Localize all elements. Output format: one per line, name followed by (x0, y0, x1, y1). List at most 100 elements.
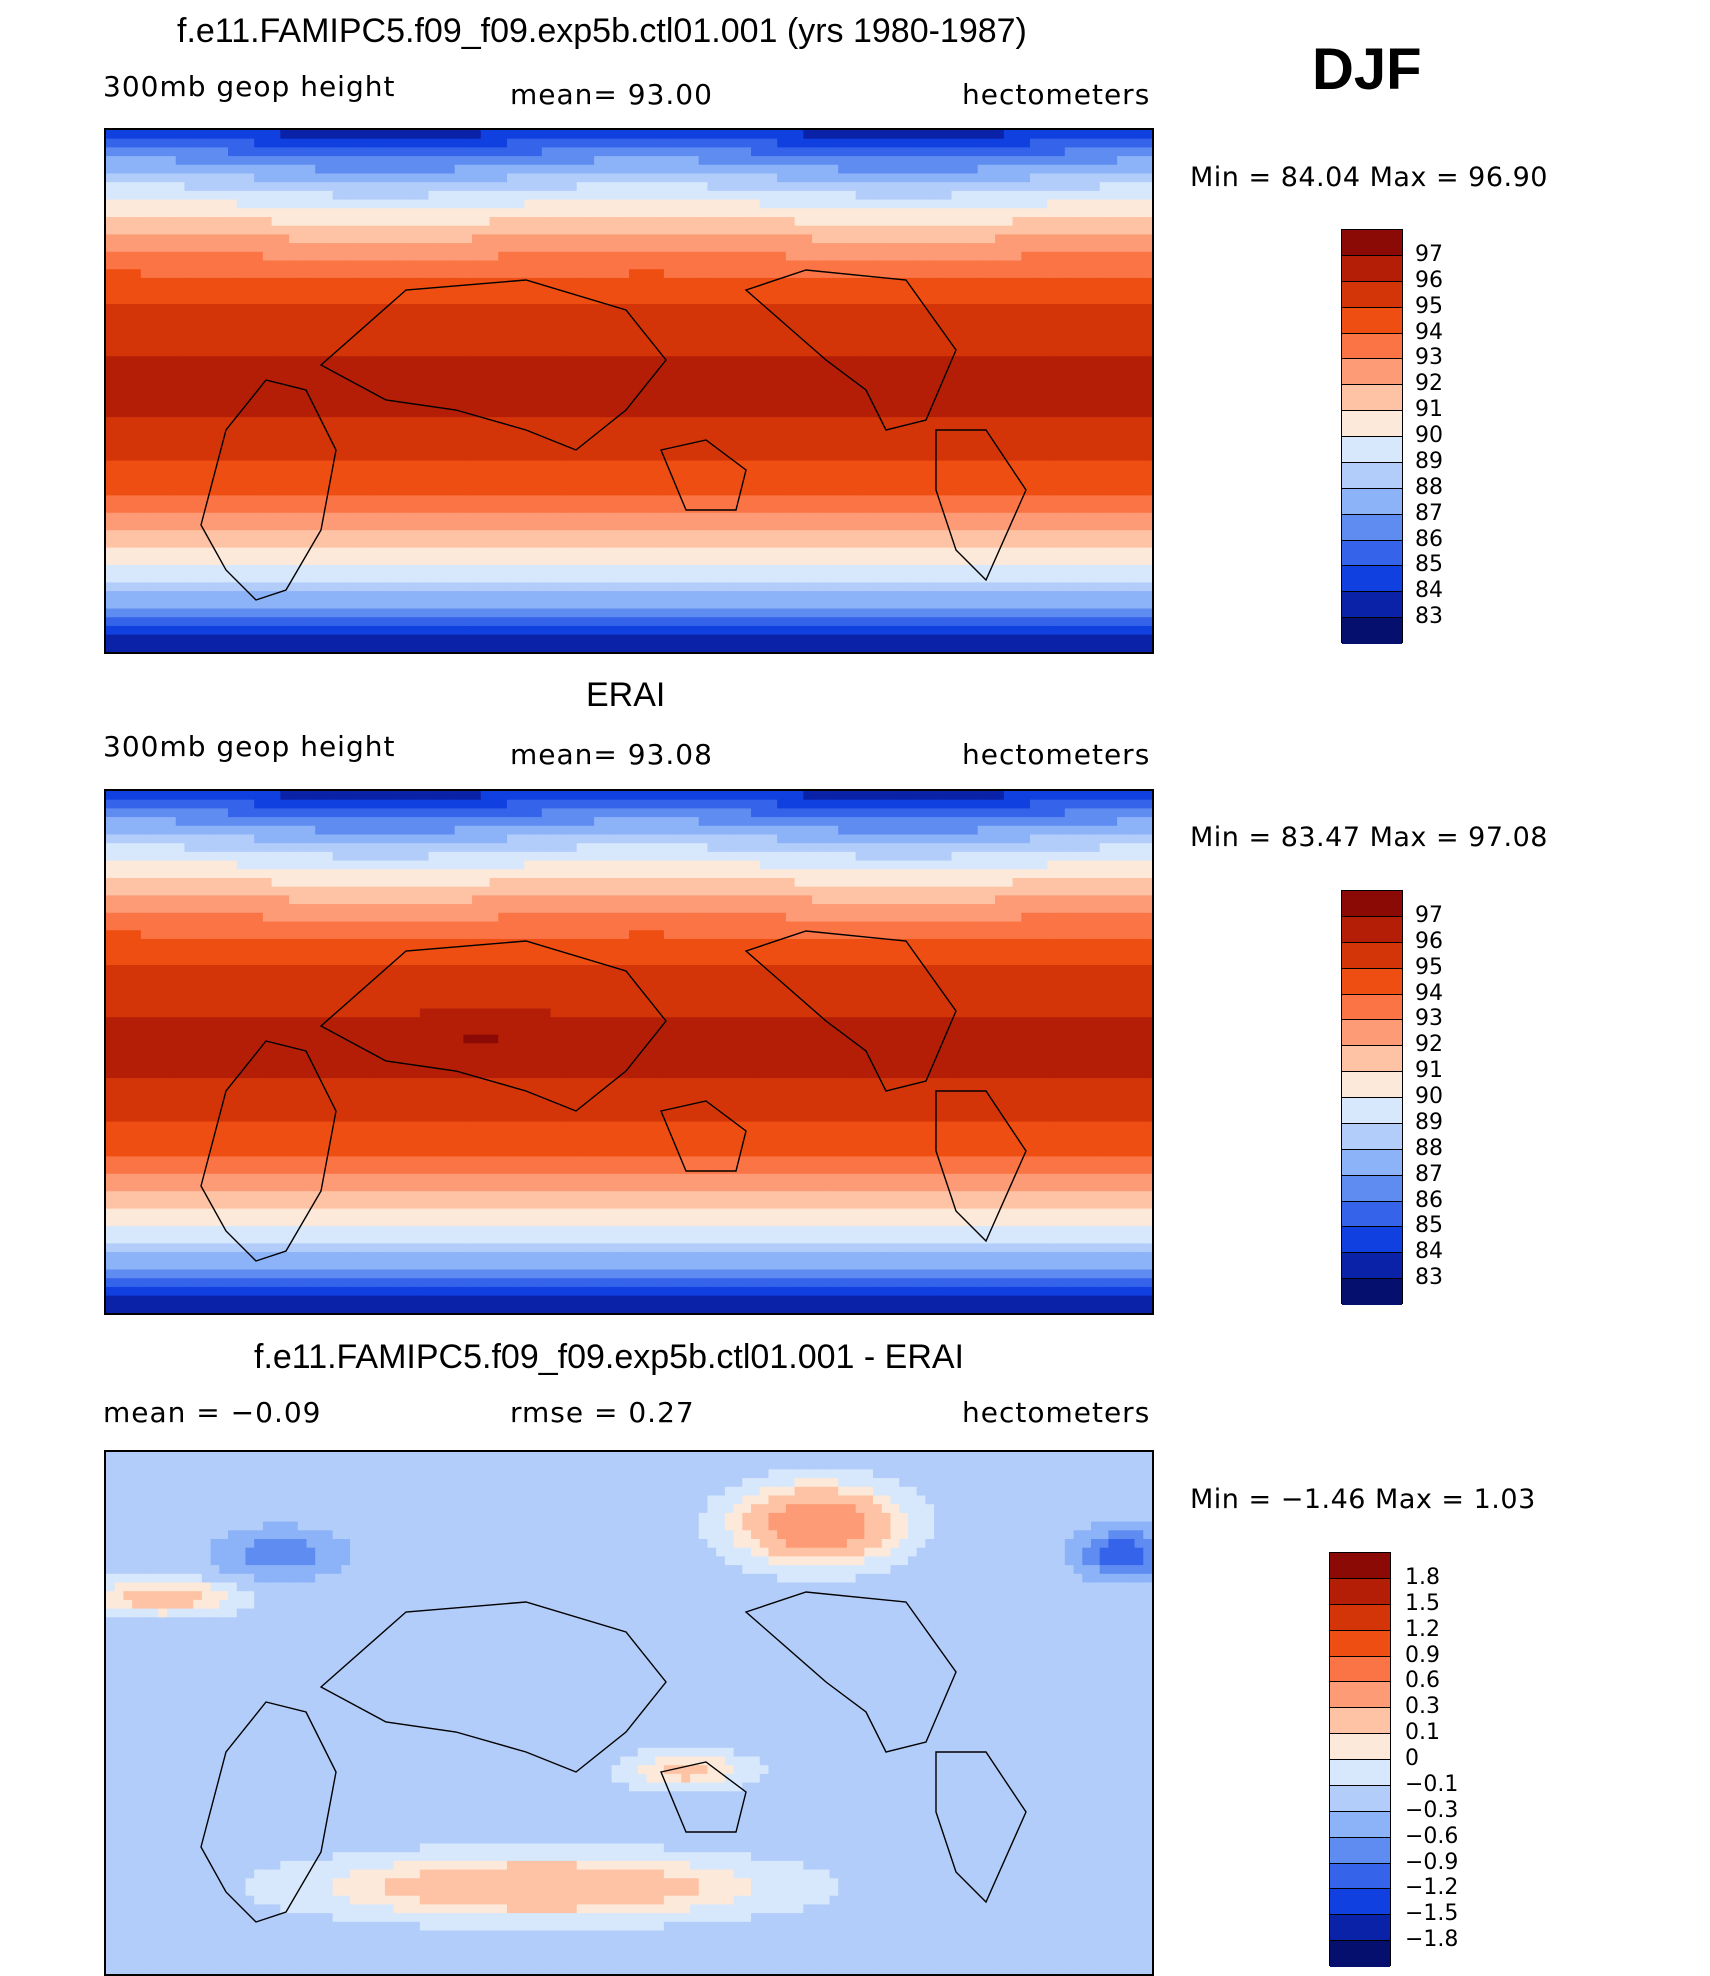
colorbar-swatch (1342, 943, 1402, 969)
colorbar-tick-label: 93 (1415, 1008, 1443, 1030)
colorbar-tick-label: 93 (1415, 347, 1443, 369)
colorbar-tick-label: 0.1 (1405, 1722, 1440, 1744)
panel2-map (104, 789, 1154, 1315)
colorbar-tick-label: 90 (1415, 1086, 1443, 1108)
colorbar-swatch (1342, 256, 1402, 282)
colorbar-swatch (1330, 1760, 1390, 1786)
colorbar-swatch (1342, 592, 1402, 618)
colorbar-tick-label: −1.8 (1405, 1929, 1458, 1951)
colorbar-swatch (1342, 334, 1402, 360)
panel3-colorbar (1329, 1552, 1391, 1966)
colorbar-tick-label: 95 (1415, 296, 1443, 318)
colorbar-swatch (1342, 1046, 1402, 1072)
panel3-contour-field (106, 1452, 1152, 1974)
colorbar-swatch (1342, 541, 1402, 567)
colorbar-tick-label: 97 (1415, 905, 1443, 927)
colorbar-tick-label: −0.9 (1405, 1852, 1458, 1874)
colorbar-tick-label: 0 (1405, 1748, 1419, 1770)
colorbar-swatch (1342, 489, 1402, 515)
colorbar-tick-label: 92 (1415, 1034, 1443, 1056)
panel2-variable-label: 300mb geop height (103, 730, 395, 763)
colorbar-swatch (1342, 1176, 1402, 1202)
colorbar-swatch (1330, 1708, 1390, 1734)
colorbar-tick-label: −0.3 (1405, 1800, 1458, 1822)
colorbar-tick-label: 92 (1415, 373, 1443, 395)
colorbar-tick-label: 88 (1415, 1138, 1443, 1160)
colorbar-swatch (1330, 1631, 1390, 1657)
colorbar-tick-label: 89 (1415, 1112, 1443, 1134)
colorbar-tick-label: 89 (1415, 451, 1443, 473)
colorbar-tick-label: 1.8 (1405, 1567, 1440, 1589)
colorbar-tick-label: 85 (1415, 1215, 1443, 1237)
colorbar-tick-label: 96 (1415, 270, 1443, 292)
colorbar-tick-label: 87 (1415, 503, 1443, 525)
panel2-mean-label: mean= 93.08 (510, 738, 713, 771)
colorbar-tick-label: 0.6 (1405, 1670, 1440, 1692)
colorbar-tick-label: 91 (1415, 1060, 1443, 1082)
colorbar-swatch (1342, 282, 1402, 308)
colorbar-swatch (1342, 969, 1402, 995)
panel1-title: f.e11.FAMIPC5.f09_f09.exp5b.ctl01.001 (y… (177, 12, 1027, 51)
colorbar-tick-label: 95 (1415, 957, 1443, 979)
colorbar-tick-label: 86 (1415, 529, 1443, 551)
colorbar-tick-label: 88 (1415, 477, 1443, 499)
panel1-contour-field (106, 130, 1152, 652)
colorbar-tick-label: 84 (1415, 580, 1443, 602)
colorbar-swatch (1330, 1734, 1390, 1760)
colorbar-tick-label: 85 (1415, 554, 1443, 576)
colorbar-tick-label: −0.6 (1405, 1826, 1458, 1848)
colorbar-swatch (1342, 1227, 1402, 1253)
colorbar-tick-label: 90 (1415, 425, 1443, 447)
colorbar-tick-label: 1.5 (1405, 1593, 1440, 1615)
colorbar-tick-label: 96 (1415, 931, 1443, 953)
panel1-minmax: Min = 84.04 Max = 96.90 (1190, 162, 1548, 193)
colorbar-swatch (1342, 1124, 1402, 1150)
colorbar-swatch (1342, 1098, 1402, 1124)
panel1-map (104, 128, 1154, 654)
season-label: DJF (1312, 36, 1422, 103)
colorbar-swatch (1330, 1605, 1390, 1631)
colorbar-swatch (1342, 385, 1402, 411)
colorbar-tick-label: 91 (1415, 399, 1443, 421)
panel3-rmse-label: rmse = 0.27 (510, 1396, 695, 1429)
panel2-colorbar (1341, 890, 1403, 1304)
colorbar-swatch (1330, 1786, 1390, 1812)
colorbar-tick-label: −1.5 (1405, 1903, 1458, 1925)
colorbar-tick-label: 87 (1415, 1164, 1443, 1186)
panel1-mean-label: mean= 93.00 (510, 78, 713, 111)
colorbar-swatch (1342, 1202, 1402, 1228)
colorbar-tick-label: −0.1 (1405, 1774, 1458, 1796)
colorbar-swatch (1342, 995, 1402, 1021)
colorbar-swatch (1342, 308, 1402, 334)
colorbar-tick-label: 83 (1415, 1267, 1443, 1289)
colorbar-tick-label: 83 (1415, 606, 1443, 628)
panel1-colorbar (1341, 229, 1403, 643)
panel3-minmax: Min = −1.46 Max = 1.03 (1190, 1484, 1536, 1515)
colorbar-swatch (1342, 891, 1402, 917)
colorbar-swatch (1330, 1838, 1390, 1864)
panel2-minmax: Min = 83.47 Max = 97.08 (1190, 822, 1548, 853)
colorbar-swatch (1342, 437, 1402, 463)
colorbar-swatch (1342, 618, 1402, 644)
colorbar-tick-label: 86 (1415, 1190, 1443, 1212)
colorbar-swatch (1342, 515, 1402, 541)
colorbar-tick-label: 94 (1415, 322, 1443, 344)
colorbar-swatch (1342, 566, 1402, 592)
panel3-mean-label: mean = −0.09 (103, 1396, 321, 1429)
panel2-units-label: hectometers (962, 738, 1150, 771)
colorbar-tick-label: 84 (1415, 1241, 1443, 1263)
colorbar-tick-label: 0.3 (1405, 1696, 1440, 1718)
panel1-variable-label: 300mb geop height (103, 70, 395, 103)
colorbar-swatch (1342, 463, 1402, 489)
panel2-title: ERAI (586, 676, 665, 715)
panel3-title: f.e11.FAMIPC5.f09_f09.exp5b.ctl01.001 - … (254, 1338, 964, 1377)
colorbar-swatch (1342, 359, 1402, 385)
colorbar-swatch (1330, 1889, 1390, 1915)
colorbar-swatch (1342, 1253, 1402, 1279)
colorbar-swatch (1342, 230, 1402, 256)
colorbar-swatch (1342, 1150, 1402, 1176)
colorbar-tick-label: 0.9 (1405, 1645, 1440, 1667)
colorbar-swatch (1330, 1579, 1390, 1605)
colorbar-tick-label: 94 (1415, 983, 1443, 1005)
colorbar-swatch (1330, 1682, 1390, 1708)
